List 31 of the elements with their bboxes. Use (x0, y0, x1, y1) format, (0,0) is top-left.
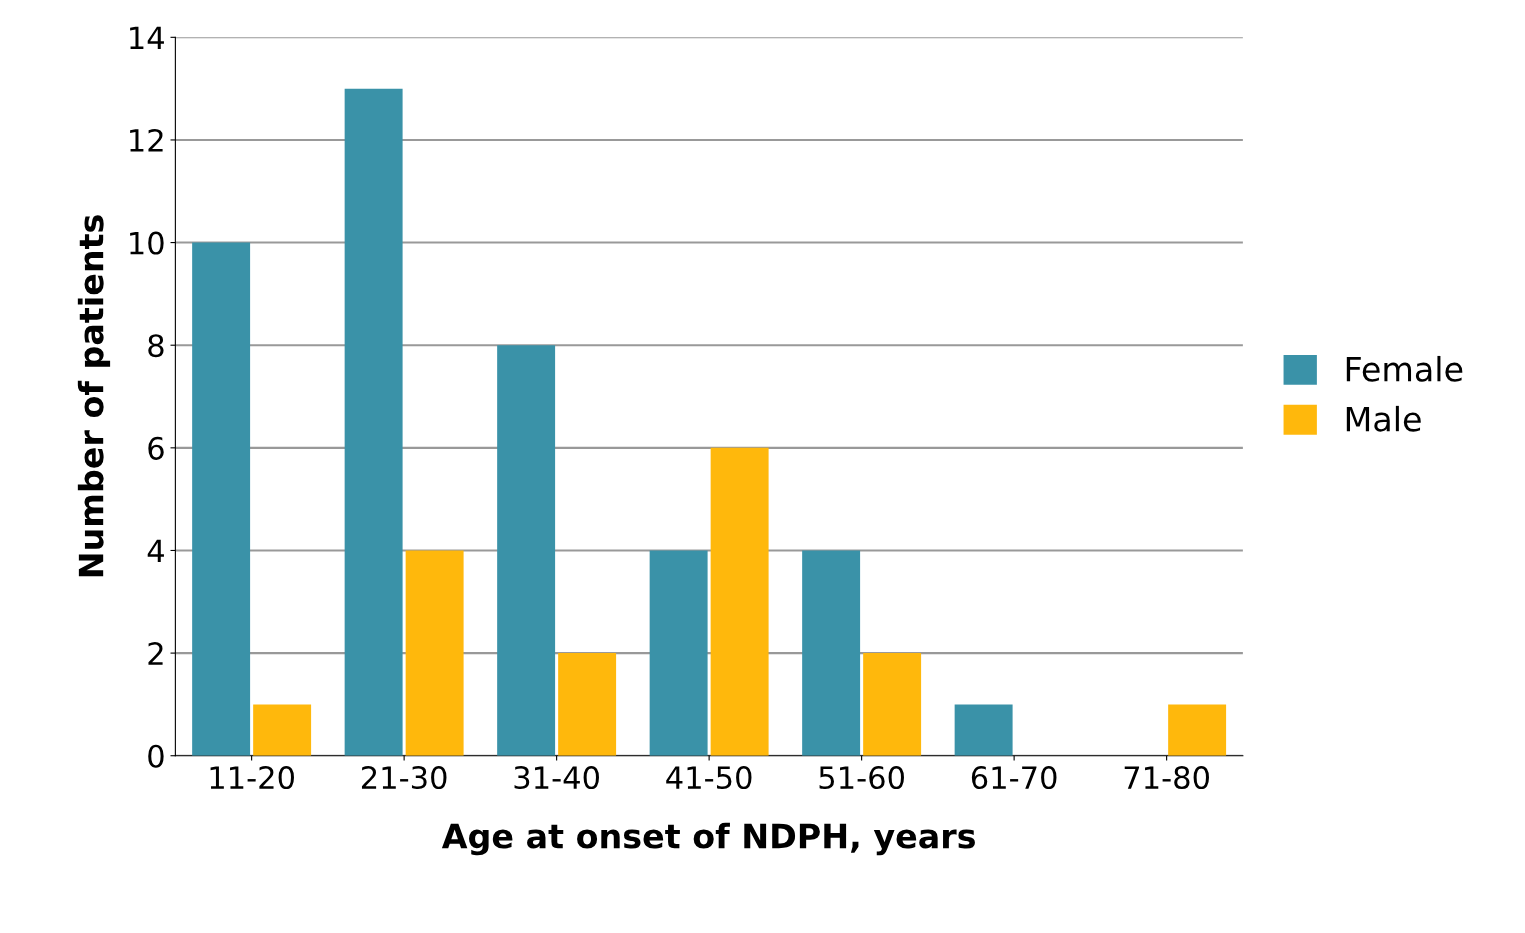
bar (802, 550, 861, 756)
x-tick-label: 31-40 (514, 765, 599, 790)
bar (192, 242, 251, 756)
bar (863, 653, 922, 756)
x-tick-label: 71-80 (1124, 765, 1209, 790)
x-tick-label: 51-60 (819, 765, 904, 790)
y-tick-label: 14 (130, 26, 164, 49)
x-tick-label: 61-70 (971, 765, 1057, 790)
y-tick-label: 2 (148, 642, 163, 665)
bar (405, 550, 464, 756)
y-tick-label: 0 (148, 744, 164, 768)
bar (344, 88, 403, 756)
bar (954, 704, 1013, 756)
bar (1168, 704, 1227, 756)
bar (710, 447, 769, 756)
y-tick-label: 8 (148, 334, 164, 358)
y-tick-label: 12 (130, 128, 163, 152)
x-tick-label: 11-20 (210, 765, 294, 790)
x-axis-title: Age at onset of NDPH, years (441, 822, 975, 856)
bar (497, 345, 556, 756)
y-tick-label: 6 (148, 436, 164, 460)
x-tick-label: 21-30 (361, 765, 447, 790)
y-axis-title: Number of patients (77, 215, 111, 577)
legend-label: Female (1346, 355, 1463, 382)
y-tick-label: 4 (147, 539, 164, 563)
legend-label: Male (1346, 405, 1421, 432)
bar (253, 704, 312, 756)
x-tick-label: 41-50 (666, 765, 752, 790)
bar (558, 653, 617, 756)
y-tick-label: 10 (130, 231, 164, 255)
bar (649, 550, 708, 756)
